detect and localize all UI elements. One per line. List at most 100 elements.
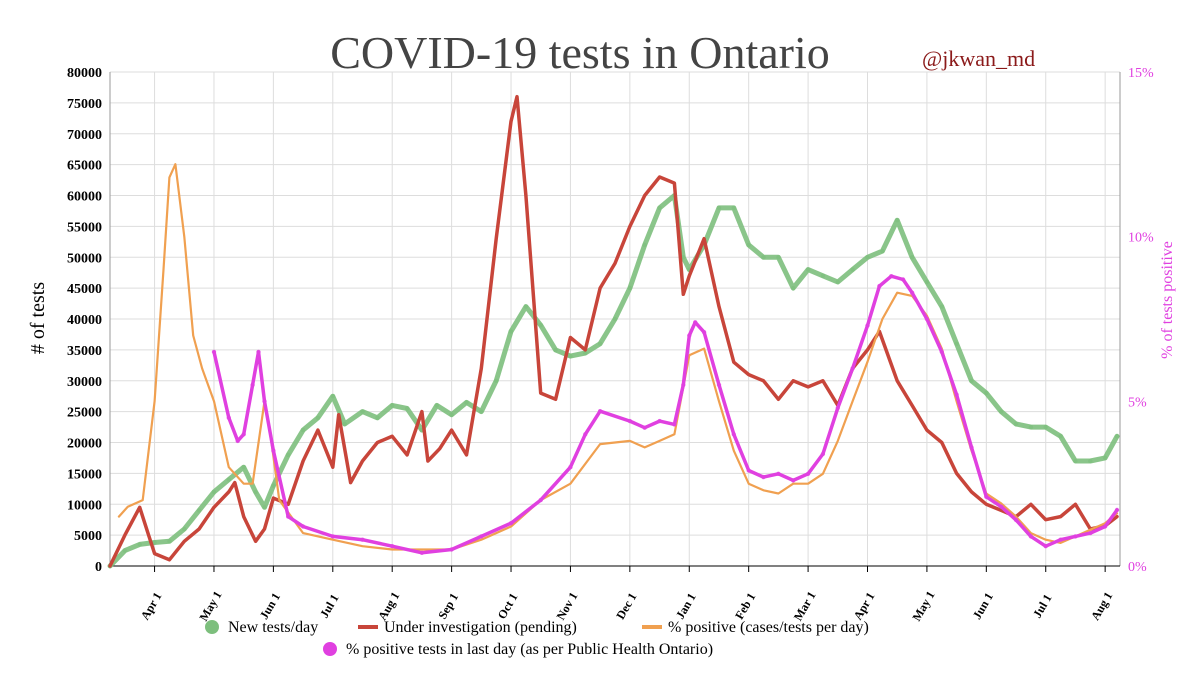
pho-positive-point bbox=[300, 524, 306, 529]
pho-positive-point bbox=[776, 471, 781, 476]
pho-positive-point bbox=[939, 349, 944, 355]
y-tick-label: 20000 bbox=[67, 437, 102, 452]
pho-positive-point bbox=[508, 521, 514, 526]
y2-tick-label: 15% bbox=[1128, 66, 1154, 81]
tests-point bbox=[479, 409, 484, 414]
y-tick-label: 40000 bbox=[67, 313, 102, 328]
tests-point bbox=[1028, 424, 1034, 430]
y2-tick-label: 0% bbox=[1128, 560, 1147, 575]
y2-axis-label: % of tests positive bbox=[1159, 241, 1176, 359]
tests-point bbox=[850, 267, 855, 272]
x-tick-label: Oct 1 bbox=[495, 591, 521, 622]
tests-point bbox=[226, 477, 231, 482]
pho-positive-point bbox=[984, 494, 989, 499]
tests-point bbox=[330, 394, 335, 399]
tests-point bbox=[262, 505, 267, 510]
pho-positive-point bbox=[701, 330, 707, 335]
tests-point bbox=[122, 548, 128, 553]
tests-point bbox=[761, 255, 766, 260]
tests-point bbox=[315, 415, 321, 420]
tests-point bbox=[300, 427, 306, 433]
pho-positive-point bbox=[627, 418, 633, 424]
x-tick-label: Mar 1 bbox=[791, 589, 819, 623]
pho-positive-point bbox=[791, 478, 796, 483]
pho-positive-point bbox=[583, 432, 588, 437]
x-tick-label: Jul 1 bbox=[1030, 592, 1055, 621]
pho-positive-point bbox=[568, 465, 573, 470]
pho-positive-point bbox=[877, 283, 882, 289]
pho-positive-point bbox=[687, 333, 692, 338]
left-y-axis: 0 5000 10000 15000 20000 25000 30000 35000 40000… bbox=[67, 66, 111, 575]
tests-point bbox=[167, 539, 172, 544]
legend-label-4: % positive tests in last day (as per Pub… bbox=[346, 641, 713, 658]
tests-point bbox=[999, 409, 1004, 414]
tests-point bbox=[390, 403, 395, 408]
tests-point bbox=[583, 350, 588, 356]
pho-positive-point bbox=[1114, 507, 1120, 513]
x-tick-label: Apr 1 bbox=[851, 590, 878, 623]
tests-point bbox=[776, 255, 781, 260]
tests-point bbox=[642, 242, 647, 248]
y-tick-label: 5000 bbox=[74, 529, 102, 544]
legend-label-2: Under investigation (pending) bbox=[384, 619, 577, 636]
tests-point bbox=[404, 406, 410, 411]
pho-positive-point bbox=[449, 547, 454, 552]
pho-positive-point bbox=[271, 448, 276, 453]
y-tick-label: 50000 bbox=[67, 251, 102, 266]
pho-positive-point bbox=[1102, 524, 1108, 529]
pho-positive-point bbox=[286, 514, 291, 519]
tests-point bbox=[597, 341, 603, 346]
tests-point bbox=[716, 205, 722, 211]
pho-positive-point bbox=[835, 405, 840, 411]
tests-point bbox=[969, 378, 974, 383]
tests-point bbox=[553, 347, 558, 353]
pho-positive-point bbox=[1088, 530, 1093, 536]
pho-positive-point bbox=[716, 382, 722, 388]
pho-positive-point bbox=[538, 497, 543, 503]
pho-positive-point bbox=[1043, 544, 1048, 549]
pho-positive-point bbox=[1028, 534, 1034, 539]
tests-point bbox=[568, 353, 573, 359]
x-tick-label: Sep 1 bbox=[435, 591, 461, 622]
tests-point bbox=[137, 542, 142, 547]
tests-point bbox=[508, 329, 514, 334]
tests-point bbox=[434, 403, 439, 408]
y-tick-label: 25000 bbox=[67, 406, 102, 421]
tests-point bbox=[538, 323, 543, 328]
tests-point bbox=[791, 285, 796, 291]
tests-point bbox=[464, 400, 469, 405]
pho-positive-point bbox=[479, 534, 484, 539]
tests-point bbox=[271, 483, 276, 488]
tests-point bbox=[909, 255, 915, 260]
pho-positive-point bbox=[761, 474, 766, 480]
pho-positive-point bbox=[999, 504, 1004, 509]
pho-positive-point bbox=[241, 432, 246, 437]
y-axis-label: # of tests bbox=[27, 282, 49, 354]
tests-point bbox=[612, 316, 618, 322]
tests-point bbox=[805, 267, 811, 272]
tests-point bbox=[657, 205, 662, 211]
x-tick-label: Jan 1 bbox=[673, 591, 699, 622]
pho-positive-point bbox=[226, 415, 231, 420]
pho-positive-point bbox=[262, 399, 267, 404]
pho-positive-point bbox=[681, 382, 686, 388]
pho-positive-point bbox=[390, 544, 395, 549]
y-tick-label: 15000 bbox=[67, 467, 102, 482]
tests-point bbox=[253, 489, 258, 495]
pho-positive-point bbox=[256, 349, 261, 355]
tests-point bbox=[375, 415, 380, 420]
y2-tick-label: 10% bbox=[1128, 231, 1154, 246]
gridlines bbox=[110, 71, 1120, 567]
tests-point bbox=[211, 489, 217, 495]
pho-positive-point bbox=[1073, 534, 1078, 539]
y-tick-label: 30000 bbox=[67, 375, 102, 390]
y-tick-label: 60000 bbox=[67, 190, 102, 205]
y-tick-label: 75000 bbox=[67, 97, 102, 112]
x-tick-label: Jul 1 bbox=[317, 592, 342, 621]
pho-positive-point bbox=[909, 290, 915, 295]
x-tick-label: Dec 1 bbox=[613, 590, 639, 622]
tests-point bbox=[1058, 434, 1063, 439]
tests-point bbox=[1013, 421, 1019, 427]
